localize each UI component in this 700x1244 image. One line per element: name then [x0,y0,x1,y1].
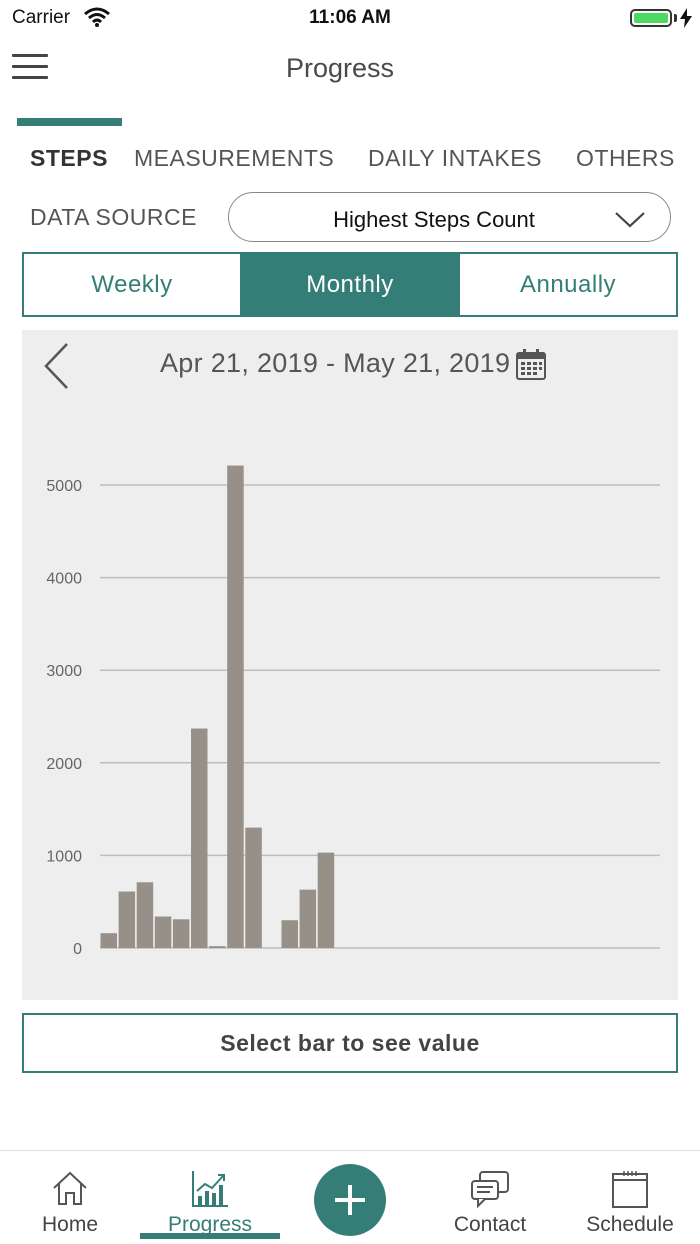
period-monthly[interactable]: Monthly [240,254,460,315]
nav-progress[interactable]: Progress [140,1169,280,1237]
status-bar: Carrier 11:06 AM [0,0,700,36]
data-source-dropdown[interactable]: Highest Steps Count [228,192,671,242]
tab-steps[interactable]: STEPS [30,145,108,171]
chart-bar[interactable] [136,882,154,948]
chart-panel: 0 1000 2000 3000 4000 5000 Apr 21, 2019 - May… [22,330,678,1000]
tab-others[interactable]: OTHERS [576,145,675,171]
active-tab-indicator [17,118,122,126]
menu-icon[interactable] [12,54,48,82]
y-tick-label: 1000 [46,848,82,865]
chat-icon [471,1171,509,1209]
chart-bar[interactable] [227,465,244,948]
period-selector: Weekly Monthly Annually [22,252,678,317]
nav-contact[interactable]: Contact [420,1169,560,1237]
nav-progress-label: Progress [167,1213,253,1236]
schedule-icon [612,1171,648,1208]
y-tick-label: 0 [73,941,82,958]
page-title: Progress [285,53,395,83]
chart-icon [192,1171,228,1207]
chevron-down-icon [614,211,646,234]
nav-contact-label: Contact [453,1213,527,1236]
chart-bar[interactable] [191,728,208,948]
y-tick-label: 2000 [46,756,82,773]
plus-icon [335,1185,365,1215]
status-time: 11:06 AM [309,7,391,28]
y-tick-label: 5000 [46,478,82,495]
calendar-icon[interactable] [516,348,546,385]
chart-bar[interactable] [209,946,226,948]
y-tick-label: 4000 [46,571,82,588]
nav-home[interactable]: Home [0,1169,140,1237]
chart-bar[interactable] [317,852,335,948]
chart-bar[interactable] [245,827,262,948]
chart-bar[interactable] [299,889,317,948]
app-header: Progress [0,40,700,100]
carrier-label: Carrier [12,7,71,28]
wifi-icon [84,7,110,32]
nav-schedule[interactable]: Schedule [560,1169,700,1237]
home-icon [53,1171,87,1205]
selected-bar-value: Select bar to see value [22,1013,678,1073]
chart-bar[interactable] [281,920,299,948]
data-source-label: DATA SOURCE [30,204,197,230]
battery-icon [630,9,672,27]
add-button[interactable] [314,1164,386,1236]
chart-bar[interactable] [172,919,190,948]
nav-home-label: Home [41,1213,99,1236]
battery-tip [674,14,677,22]
nav-schedule-label: Schedule [586,1213,674,1236]
chart-bar[interactable] [100,933,118,948]
date-range-label: Apr 21, 2019 - May 21, 2019 [160,348,511,378]
period-weekly[interactable]: Weekly [91,270,173,298]
chart-bar[interactable] [118,891,136,948]
tab-daily-intakes[interactable]: DAILY INTAKES [368,145,542,171]
chart-bar[interactable] [154,916,172,948]
active-nav-indicator [140,1233,280,1239]
previous-period-icon[interactable] [42,342,72,395]
tab-measurements[interactable]: MEASUREMENTS [134,145,335,171]
data-source-value: Highest Steps Count [333,207,535,232]
category-tabs: STEPS MEASUREMENTS DAILY INTAKES OTHERS [30,145,675,172]
period-annually[interactable]: Annually [519,270,617,298]
charging-icon [680,8,692,33]
y-tick-label: 3000 [46,663,82,680]
steps-bar-chart: 0 1000 2000 3000 4000 5000 [46,465,660,958]
